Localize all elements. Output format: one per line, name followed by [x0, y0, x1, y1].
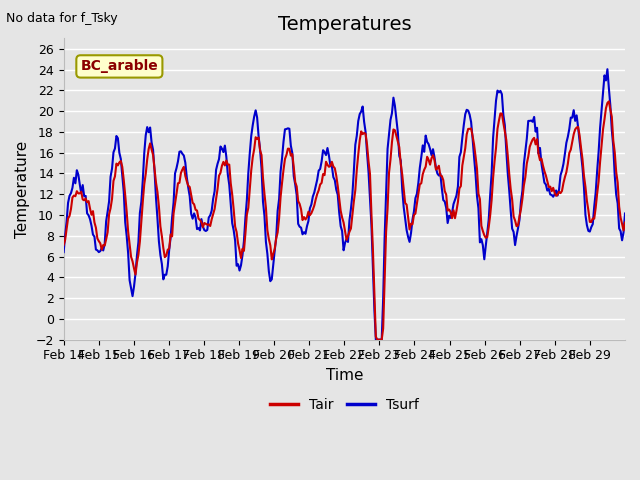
Text: BC_arable: BC_arable: [81, 60, 158, 73]
Y-axis label: Temperature: Temperature: [15, 140, 30, 238]
Title: Temperatures: Temperatures: [278, 15, 411, 34]
X-axis label: Time: Time: [326, 368, 363, 383]
Legend: Tair, Tsurf: Tair, Tsurf: [264, 392, 424, 417]
Text: No data for f_Tsky: No data for f_Tsky: [6, 12, 118, 25]
